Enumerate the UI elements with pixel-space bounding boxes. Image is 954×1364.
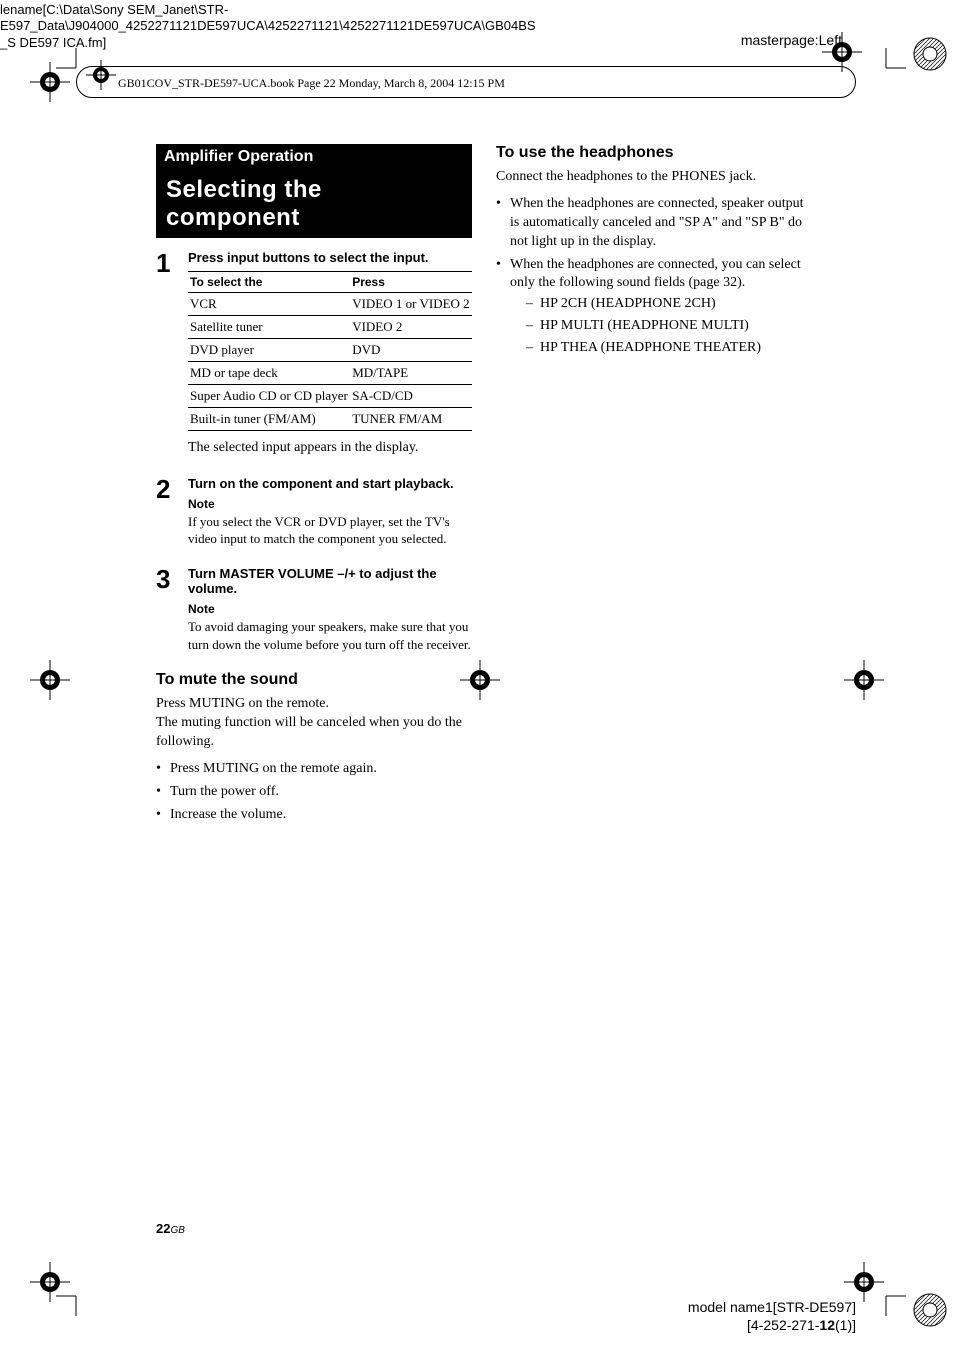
table-header: To select the bbox=[188, 272, 350, 293]
right-column: To use the headphones Connect the headph… bbox=[496, 144, 812, 828]
table-row: Built-in tuner (FM/AM)TUNER FM/AM bbox=[188, 408, 472, 431]
note-heading: Note bbox=[188, 602, 472, 616]
step-body: Turn MASTER VOLUME –/+ to adjust the vol… bbox=[188, 566, 472, 661]
page-number: 22GB bbox=[156, 1221, 185, 1236]
list-item: HP 2CH (HEADPHONE 2CH) bbox=[526, 295, 812, 314]
list-item-text: When the headphones are connected, you c… bbox=[510, 257, 801, 291]
list-item: Turn the power off. bbox=[156, 783, 472, 802]
footer-meta: model name1[STR-DE597] [4-252-271-12(1)] bbox=[688, 1298, 856, 1334]
note-text: To avoid damaging your speakers, make su… bbox=[188, 618, 472, 653]
headphones-body: Connect the headphones to the PHONES jac… bbox=[496, 168, 812, 187]
step-instruction: Turn on the component and start playback… bbox=[188, 476, 472, 491]
list-item: Increase the volume. bbox=[156, 806, 472, 825]
section-heading: Amplifier Operation bbox=[156, 144, 472, 170]
table-header: Press bbox=[350, 272, 472, 293]
table-row: VCRVIDEO 1 or VIDEO 2 bbox=[188, 293, 472, 316]
step-number: 1 bbox=[156, 250, 178, 276]
step-1: 1 Press input buttons to select the inpu… bbox=[156, 250, 472, 466]
step-instruction: Press input buttons to select the input. bbox=[188, 250, 472, 265]
table-row: Satellite tunerVIDEO 2 bbox=[188, 316, 472, 339]
list-item: HP MULTI (HEADPHONE MULTI) bbox=[526, 317, 812, 336]
step-body: Turn on the component and start playback… bbox=[188, 476, 472, 556]
step-body: Press input buttons to select the input.… bbox=[188, 250, 472, 466]
registration-mark-icon bbox=[30, 660, 70, 700]
headphones-heading: To use the headphones bbox=[496, 144, 812, 162]
step-after-text: The selected input appears in the displa… bbox=[188, 439, 472, 458]
crop-ring-icon bbox=[912, 1292, 948, 1328]
note-heading: Note bbox=[188, 497, 472, 511]
list-item: When the headphones are connected, you c… bbox=[496, 256, 812, 358]
step-number: 3 bbox=[156, 566, 178, 592]
step-3: 3 Turn MASTER VOLUME –/+ to adjust the v… bbox=[156, 566, 472, 661]
source-filename-meta: lename[C:\Data\Sony SEM_Janet\STR- E597_… bbox=[0, 2, 536, 51]
book-line-frame bbox=[76, 66, 856, 98]
list-item: When the headphones are connected, speak… bbox=[496, 195, 812, 252]
page-number-suffix: GB bbox=[170, 1225, 184, 1236]
left-column: Amplifier Operation Selecting the compon… bbox=[156, 144, 472, 828]
footer-partno: [4-252-271-12(1)] bbox=[688, 1316, 856, 1334]
step-2: 2 Turn on the component and start playba… bbox=[156, 476, 472, 556]
input-selection-table: To select the Press VCRVIDEO 1 or VIDEO … bbox=[188, 271, 472, 431]
meta-line-1: lename[C:\Data\Sony SEM_Janet\STR- bbox=[0, 2, 536, 18]
step-instruction: Turn MASTER VOLUME –/+ to adjust the vol… bbox=[188, 566, 472, 596]
crop-corner-icon bbox=[866, 48, 906, 88]
headphones-sub-list: HP 2CH (HEADPHONE 2CH) HP MULTI (HEADPHO… bbox=[510, 295, 812, 358]
list-item: HP THEA (HEADPHONE THEATER) bbox=[526, 339, 812, 358]
list-item: Press MUTING on the remote again. bbox=[156, 760, 472, 779]
step-number: 2 bbox=[156, 476, 178, 502]
crop-corner-icon bbox=[56, 1276, 96, 1316]
table-row: DVD playerDVD bbox=[188, 339, 472, 362]
page-title: Selecting the component bbox=[156, 170, 472, 238]
registration-mark-icon bbox=[844, 660, 884, 700]
meta-line-2: E597_Data\J904000_4252271121DE597UCA\425… bbox=[0, 18, 536, 34]
mute-heading: To mute the sound bbox=[156, 671, 472, 689]
table-row: MD or tape deckMD/TAPE bbox=[188, 362, 472, 385]
mute-body: Press MUTING on the remote. The muting f… bbox=[156, 695, 472, 752]
crop-corner-icon bbox=[866, 1276, 906, 1316]
mute-bullet-list: Press MUTING on the remote again. Turn t… bbox=[156, 760, 472, 825]
page-content: Amplifier Operation Selecting the compon… bbox=[156, 144, 812, 828]
note-text: If you select the VCR or DVD player, set… bbox=[188, 513, 472, 548]
page-number-value: 22 bbox=[156, 1221, 170, 1236]
footer-model: model name1[STR-DE597] bbox=[688, 1298, 856, 1316]
table-row: Super Audio CD or CD playerSA-CD/CD bbox=[188, 385, 472, 408]
headphones-bullet-list: When the headphones are connected, speak… bbox=[496, 195, 812, 358]
crop-ring-icon bbox=[912, 36, 948, 72]
